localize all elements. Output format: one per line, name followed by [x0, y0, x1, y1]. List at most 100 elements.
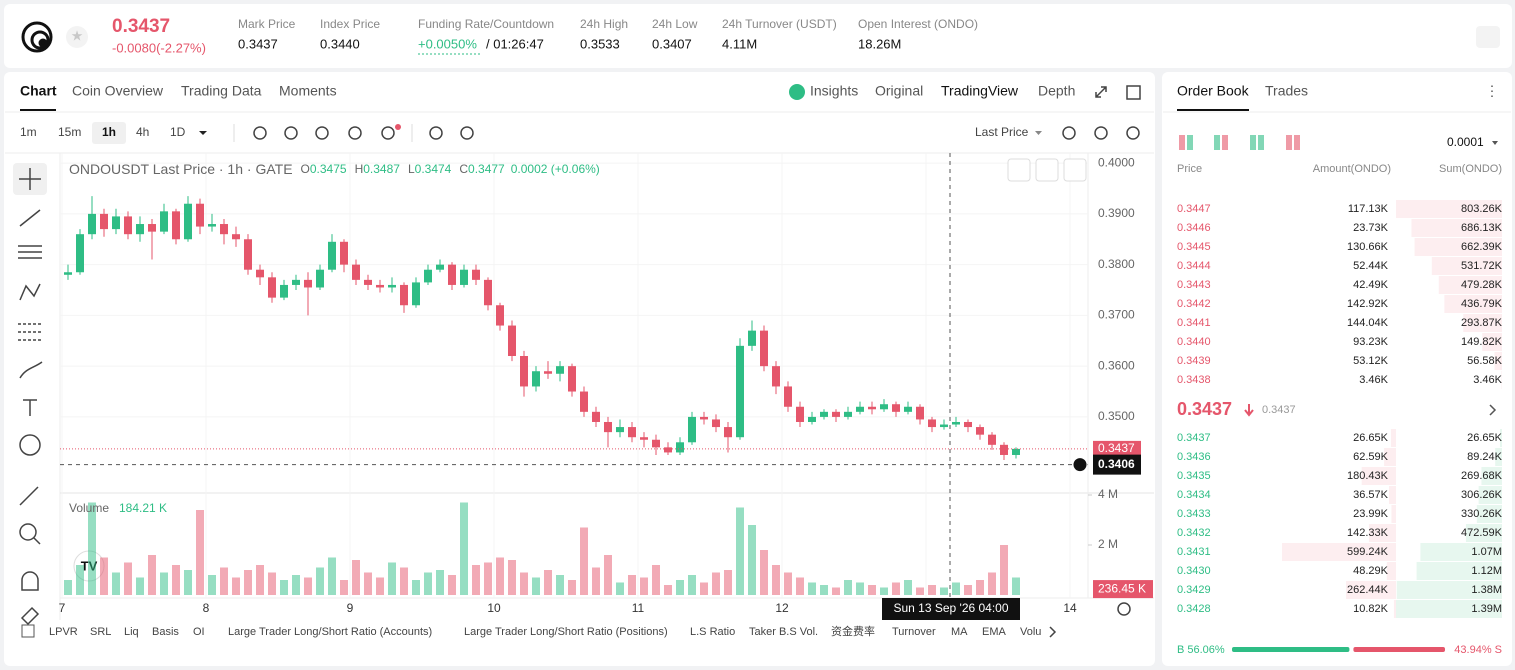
candle-body — [928, 419, 936, 428]
stat-label: Mark Price — [238, 17, 296, 31]
volume-bar — [964, 585, 972, 595]
ob-price: 0.3436 — [1177, 451, 1211, 463]
candle-body — [712, 419, 720, 428]
mark-price: 0.3437 — [1262, 404, 1296, 416]
indicator[interactable]: L.S Ratio — [690, 626, 735, 638]
candle-body — [628, 427, 636, 438]
candle-body — [196, 203, 204, 227]
toolbar-icon[interactable] — [1126, 126, 1140, 140]
toolbar-icon[interactable] — [348, 126, 362, 140]
logo — [21, 21, 53, 53]
toolbar-icon[interactable] — [1094, 126, 1108, 140]
indicator[interactable]: Large Trader Long/Short Ratio (Accounts) — [228, 626, 432, 638]
layout-icon[interactable] — [1258, 135, 1264, 150]
candle-body — [304, 279, 312, 288]
candle-body — [688, 416, 696, 443]
layout-icon[interactable] — [1294, 135, 1300, 150]
layout-icon[interactable] — [1187, 135, 1193, 150]
ob-sum: 436.79K — [1461, 298, 1503, 310]
tab[interactable]: Moments — [279, 83, 337, 99]
candle-body — [220, 224, 228, 235]
volume-bar — [928, 585, 936, 595]
volume-bar — [472, 565, 480, 595]
tab[interactable]: Chart — [20, 83, 57, 99]
indicator[interactable]: LPVR — [49, 626, 78, 638]
ob-amount: 48.29K — [1353, 565, 1389, 577]
down-arrow — [1244, 404, 1254, 417]
add-order[interactable] — [1072, 457, 1088, 473]
ob-price: 0.3439 — [1177, 355, 1211, 367]
price-mode[interactable]: Last Price — [975, 125, 1029, 139]
indicator[interactable]: Taker B.S Vol. — [749, 626, 818, 638]
volume-bar — [628, 575, 636, 595]
ob-tab[interactable]: Trades — [1265, 83, 1308, 99]
volume-bar — [400, 567, 408, 595]
layout-icon[interactable] — [1214, 135, 1220, 150]
chart-button[interactable] — [1035, 158, 1059, 182]
ob-tab[interactable]: Order Book — [1177, 83, 1250, 99]
indicator-icon — [21, 624, 35, 638]
toolbar-icon[interactable] — [1062, 126, 1076, 140]
interval[interactable]: 1D — [170, 125, 186, 139]
indicator[interactable]: MA — [951, 626, 968, 638]
candle-body — [316, 269, 324, 288]
candle-body — [172, 211, 180, 240]
indicator[interactable]: SRL — [90, 626, 111, 638]
stat-label: 24h High — [580, 17, 628, 31]
view-tab[interactable]: Depth — [1038, 83, 1075, 99]
indicator[interactable]: 资金费率 — [831, 624, 875, 638]
toolbar-icon[interactable] — [429, 126, 443, 140]
tab[interactable]: Trading Data — [181, 83, 262, 99]
indicator[interactable]: OI — [193, 626, 205, 638]
toolbar-icon[interactable] — [315, 126, 329, 140]
dropdown — [1035, 131, 1042, 135]
layout-icon[interactable] — [1286, 135, 1292, 150]
amount-bar — [1346, 581, 1396, 599]
menu-button[interactable] — [1476, 26, 1500, 48]
layout-icon[interactable] — [1222, 135, 1228, 150]
settings[interactable] — [1117, 602, 1131, 616]
candle-body — [676, 442, 684, 453]
x-tick-label: 14 — [1063, 601, 1077, 615]
layout-icon[interactable] — [1179, 135, 1185, 150]
volume-bar — [940, 587, 948, 595]
indicator[interactable]: Liq — [124, 626, 139, 638]
layout-icon[interactable] — [1250, 135, 1256, 150]
candle-body — [760, 330, 768, 367]
indicator[interactable]: Turnover — [892, 626, 936, 638]
ob-price: 0.3438 — [1177, 374, 1211, 386]
volume-bar — [232, 577, 240, 595]
toolbar-icon[interactable] — [381, 126, 395, 140]
amount-bar — [1390, 429, 1396, 447]
precision[interactable]: 0.0001 — [1447, 135, 1484, 149]
interval[interactable]: 4h — [136, 125, 149, 139]
toolbar-icon[interactable] — [284, 126, 298, 140]
indicator[interactable]: EMA — [982, 626, 1007, 638]
view-tab[interactable]: TradingView — [941, 83, 1019, 99]
vol-tick-label: 4 M — [1098, 487, 1118, 501]
view-tab[interactable]: Insights — [810, 83, 858, 99]
toolbar-icon[interactable] — [253, 126, 267, 140]
ob-amount: 599.24K — [1347, 546, 1389, 558]
favorite[interactable] — [66, 26, 88, 48]
chart-button[interactable] — [1063, 158, 1087, 182]
drawing-tools — [13, 163, 47, 626]
scroll-arrow — [1049, 626, 1057, 638]
indicator[interactable]: Large Trader Long/Short Ratio (Positions… — [464, 626, 668, 638]
ob-amount: 180.43K — [1347, 470, 1389, 482]
volume-bar — [640, 577, 648, 595]
toolbar-icon[interactable] — [460, 126, 474, 140]
indicator[interactable]: Volu — [1020, 626, 1041, 638]
volume-bar — [76, 565, 84, 595]
view-tab[interactable]: Original — [875, 83, 923, 99]
interval[interactable]: 15m — [58, 125, 81, 139]
chart-button[interactable] — [1007, 158, 1031, 182]
tab[interactable]: Coin Overview — [72, 83, 164, 99]
volume-bar — [124, 562, 132, 595]
interval[interactable]: 1h — [102, 125, 116, 139]
interval[interactable]: 1m — [20, 125, 37, 139]
indicator[interactable]: Basis — [152, 626, 179, 638]
candle-body — [76, 234, 84, 273]
candle-body — [748, 330, 756, 346]
